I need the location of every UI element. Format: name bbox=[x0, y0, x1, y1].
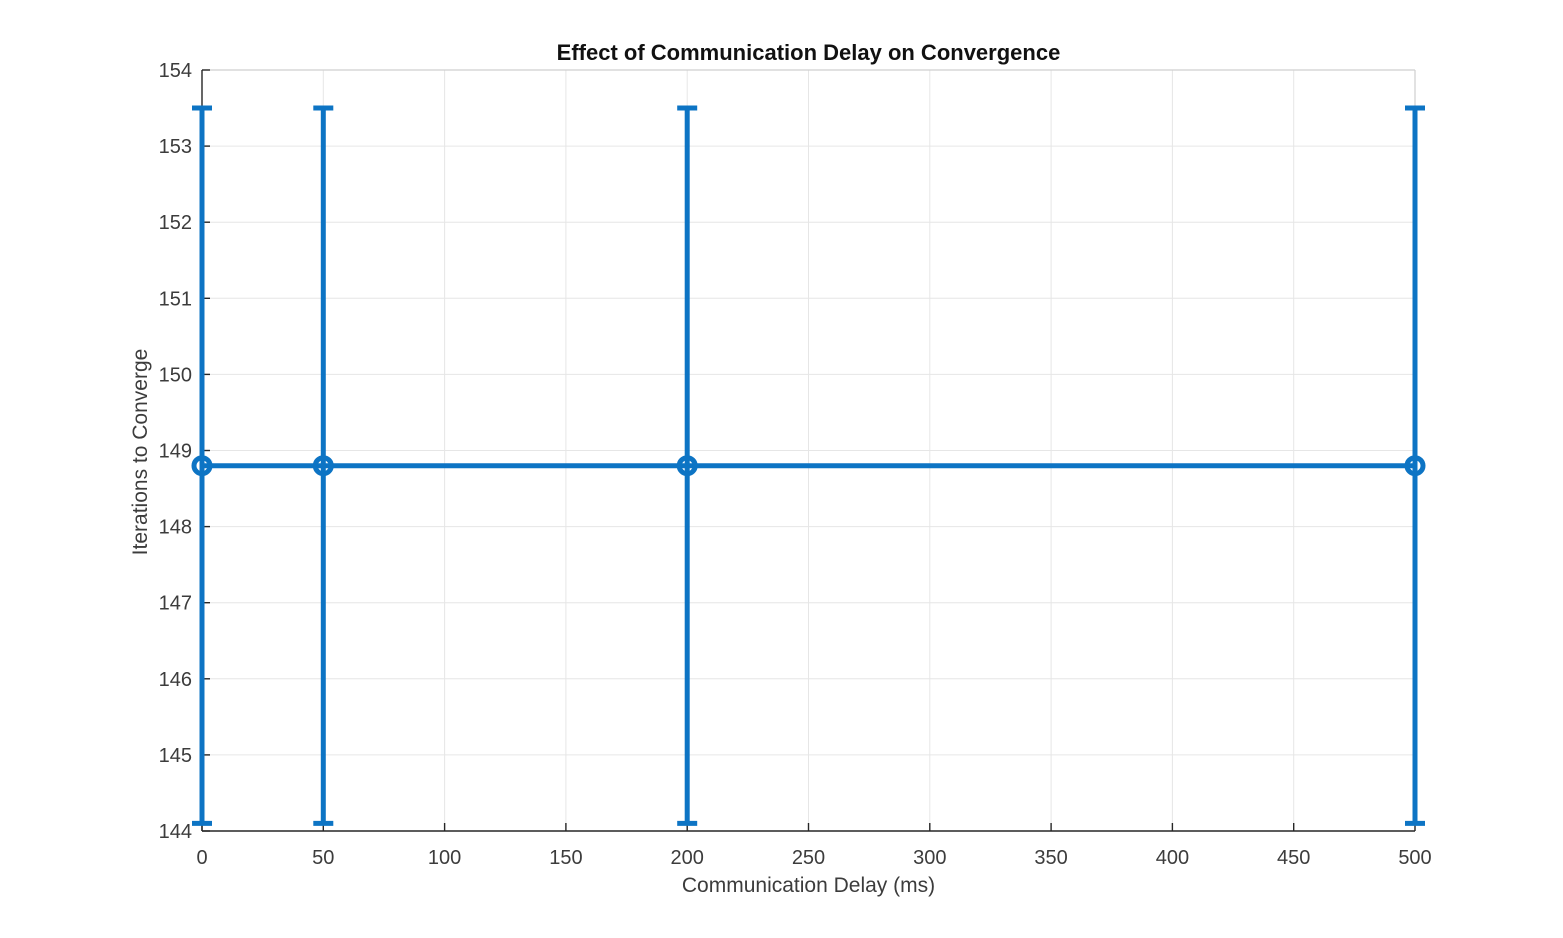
x-tick-label: 0 bbox=[196, 847, 207, 869]
y-tick-label: 152 bbox=[159, 212, 192, 234]
x-tick-label: 400 bbox=[1156, 847, 1189, 869]
chart-title: Effect of Communication Delay on Converg… bbox=[556, 40, 1061, 65]
x-tick-label: 250 bbox=[792, 847, 825, 869]
y-tick-label: 148 bbox=[159, 517, 192, 539]
data-marker bbox=[1404, 455, 1426, 477]
x-tick-label: 350 bbox=[1034, 847, 1067, 869]
data-marker bbox=[676, 455, 698, 477]
y-axis-label: Iterations to Converge bbox=[129, 348, 152, 556]
y-tick-label: 151 bbox=[159, 288, 192, 310]
y-tick-label: 154 bbox=[159, 60, 192, 82]
x-tick-label: 150 bbox=[549, 847, 582, 869]
x-tick-label: 100 bbox=[428, 847, 461, 869]
y-tick-label: 150 bbox=[159, 364, 192, 386]
x-axis-label: Communication Delay (ms) bbox=[681, 874, 936, 897]
y-tick-label: 147 bbox=[159, 593, 192, 615]
x-tick-label: 200 bbox=[671, 847, 704, 869]
data-marker bbox=[191, 455, 213, 477]
y-tick-label: 149 bbox=[159, 441, 192, 463]
x-tick-label: 500 bbox=[1398, 847, 1431, 869]
y-tick-label: 153 bbox=[159, 136, 192, 158]
y-tick-label: 145 bbox=[159, 745, 192, 767]
x-tick-label: 50 bbox=[312, 847, 334, 869]
y-tick-label: 146 bbox=[159, 669, 192, 691]
y-tick-label: 144 bbox=[159, 821, 192, 843]
x-tick-label: 300 bbox=[913, 847, 946, 869]
data-marker bbox=[312, 455, 334, 477]
x-tick-label: 450 bbox=[1277, 847, 1310, 869]
